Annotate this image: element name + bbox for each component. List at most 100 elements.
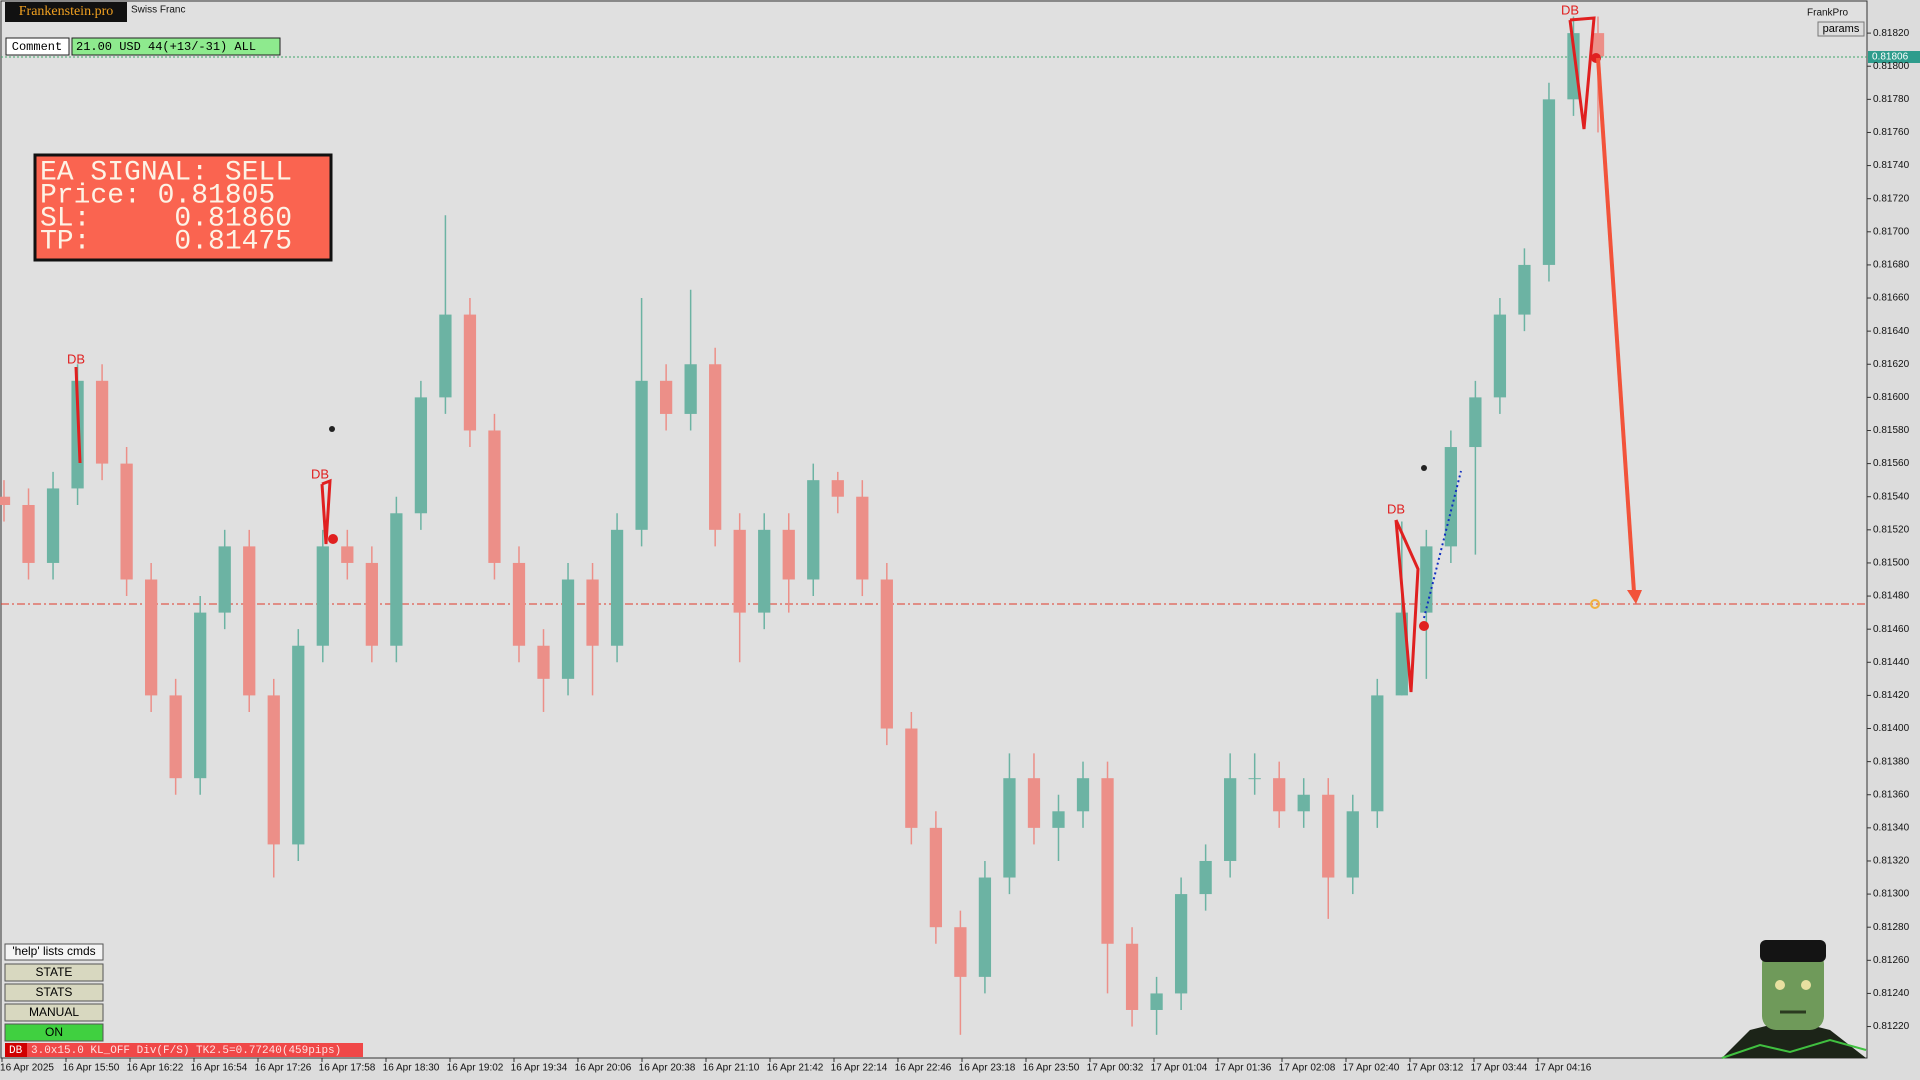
candle-body — [831, 480, 844, 497]
comment-value-box — [71, 37, 281, 56]
y-tick-label: 0.81460 — [1873, 624, 1910, 635]
x-tick-label: 16 Apr 21:42 — [767, 1063, 824, 1074]
x-tick-label: 16 Apr 21:10 — [703, 1063, 760, 1074]
expert-name: FrankPro — [1807, 8, 1849, 19]
logo: Frankenstein.pro — [19, 4, 113, 19]
signal-line: SL: 0.81860 — [40, 203, 292, 234]
target-marker — [1590, 599, 1600, 609]
button-label[interactable]: 'help' lists cmds — [12, 944, 95, 958]
button[interactable] — [4, 983, 104, 1002]
target-arrow — [1596, 57, 1636, 593]
candle-body — [243, 546, 256, 696]
signal-line: EA SIGNAL: SELL — [40, 157, 292, 188]
y-tick-label: 0.81240 — [1873, 988, 1910, 999]
candle-body — [341, 546, 354, 563]
candle-body — [856, 496, 869, 580]
button[interactable] — [4, 1003, 104, 1022]
y-tick-label: 0.81620 — [1873, 359, 1910, 370]
candle-body — [807, 480, 820, 580]
candles — [0, 16, 1605, 1035]
x-tick-label: 16 Apr 22:46 — [895, 1063, 952, 1074]
candle-body — [95, 380, 109, 464]
candle-body — [758, 529, 771, 613]
candle-body — [0, 496, 11, 505]
button-label[interactable]: MANUAL — [29, 1005, 79, 1019]
candle-body — [120, 463, 133, 580]
candle-body — [1125, 943, 1139, 1010]
mascot — [1721, 940, 1867, 1059]
trend-line — [1423, 470, 1462, 619]
candle-body — [1346, 811, 1359, 878]
candle-body — [292, 645, 305, 845]
y-tick-label: 0.81720 — [1873, 193, 1910, 204]
candle-body — [1469, 397, 1482, 448]
candle-body — [1444, 447, 1457, 547]
button[interactable] — [4, 963, 104, 982]
candle-body — [390, 513, 403, 646]
comment-value: 21.00 USD 44(+13/-31) ALL — [76, 40, 256, 54]
y-tick-label: 0.81300 — [1873, 889, 1910, 900]
pattern-shape — [1568, 16, 1596, 130]
pattern-label: DB — [1561, 2, 1579, 17]
candle-body — [1420, 546, 1433, 613]
candle-body — [659, 380, 673, 414]
button-label[interactable]: ON — [45, 1025, 63, 1039]
x-tick-label: 16 Apr 23:50 — [1023, 1063, 1080, 1074]
params-label[interactable]: params — [1823, 23, 1860, 35]
candle-body — [1248, 778, 1261, 780]
candle-body — [194, 612, 207, 779]
y-tick-label: 0.81440 — [1873, 657, 1910, 668]
x-tick-label: 17 Apr 03:44 — [1471, 1063, 1528, 1074]
x-tick-label: 16 Apr 20:06 — [575, 1063, 632, 1074]
candle-body — [22, 504, 35, 563]
candle-body — [954, 927, 967, 977]
y-tick-label: 0.81820 — [1873, 28, 1910, 39]
x-tick-label: 16 Apr 16:54 — [191, 1063, 248, 1074]
button[interactable] — [4, 943, 104, 961]
pattern-label: DB — [311, 466, 329, 481]
candle-body — [905, 728, 918, 828]
x-tick-label: 17 Apr 03:12 — [1407, 1063, 1464, 1074]
x-tick-label: 16 Apr 20:38 — [639, 1063, 696, 1074]
candle-body — [488, 430, 501, 563]
x-tick-label: 16 Apr 17:26 — [255, 1063, 312, 1074]
status-text: 3.0x15.0 KL_OFF Div(F/S) TK2.5=0.77240(4… — [31, 1045, 341, 1057]
candle-body — [1371, 695, 1384, 812]
y-tick-label: 0.81480 — [1873, 591, 1910, 602]
price-tag — [1868, 51, 1920, 63]
params-button[interactable] — [1817, 21, 1865, 37]
candle-body — [1518, 264, 1531, 315]
candle-body — [1493, 314, 1507, 398]
skull-icon — [1421, 465, 1427, 471]
y-tick-label: 0.81660 — [1873, 293, 1910, 304]
candle-body — [537, 645, 550, 679]
candle-body — [267, 695, 280, 845]
candle-body — [1273, 778, 1286, 812]
comment-label: Comment — [12, 40, 62, 54]
symbol-name: Swiss Franc — [131, 5, 185, 16]
price-tag-label: 0.81806 — [1872, 52, 1909, 63]
candle-body — [1076, 778, 1090, 812]
candle-body — [512, 562, 526, 646]
signal-marker — [328, 534, 338, 544]
candle-body — [1297, 794, 1310, 812]
candle-body — [1150, 993, 1163, 1010]
y-tick-label: 0.81640 — [1873, 326, 1910, 337]
candle-body — [709, 364, 722, 530]
x-tick-label: 17 Apr 04:16 — [1535, 1063, 1592, 1074]
y-tick-label: 0.81420 — [1873, 690, 1910, 701]
candle-body — [414, 397, 428, 514]
signal-line: TP: 0.81475 — [40, 226, 292, 257]
candle-body — [880, 579, 893, 729]
status-bar — [5, 1043, 363, 1057]
y-tick-label: 0.81740 — [1873, 160, 1910, 171]
candle-body — [145, 579, 158, 696]
button[interactable] — [4, 1023, 104, 1042]
candle-body — [169, 695, 182, 779]
button-label[interactable]: STATS — [36, 985, 73, 999]
y-tick-label: 0.81760 — [1873, 127, 1910, 138]
candle-body — [733, 529, 746, 613]
candle-body — [610, 529, 624, 646]
button-label[interactable]: STATE — [36, 965, 73, 979]
